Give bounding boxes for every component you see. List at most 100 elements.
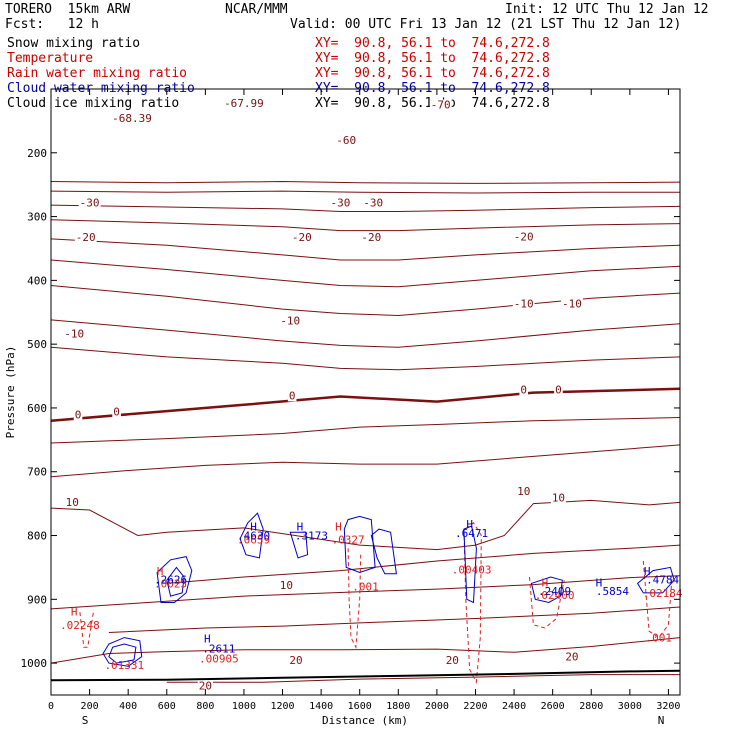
isotherm-label: -20 [514, 231, 534, 244]
organization: NCAR/MMM [225, 2, 288, 17]
label-mask [290, 232, 313, 244]
cloud-label: .2611 [202, 642, 235, 655]
maximum-marker: H [204, 633, 211, 646]
y-tick-label: 600 [27, 402, 47, 415]
isotherm-line [51, 444, 680, 478]
cloud-label: .2626 [154, 573, 187, 586]
cloud-contour [530, 576, 563, 604]
x-tick-label: 0 [48, 701, 54, 712]
isotherm-label: 20 [446, 654, 459, 667]
isotherm-label: -10 [514, 298, 534, 311]
x-tick-label: 800 [196, 701, 214, 712]
label-mask [554, 384, 563, 396]
label-mask [444, 655, 460, 667]
label-mask [223, 98, 265, 110]
x-tick-label: 2800 [579, 701, 603, 712]
model-name: TORERO 15km ARW [5, 2, 131, 17]
cloud-label: .3173 [295, 529, 328, 542]
maximum-marker: H [542, 577, 549, 590]
isotherm-label: -60 [336, 134, 356, 147]
y-tick-label: 700 [27, 466, 47, 479]
cloud-contour [166, 566, 185, 597]
cloud-contour [239, 512, 264, 559]
x-tick-label: 1600 [348, 701, 372, 712]
label-mask [63, 328, 86, 340]
isotherm-label: -10 [280, 315, 300, 328]
y-axis-label: Pressure (hPa) [4, 346, 17, 439]
contour-labels: -67.99 -68.39 -70 -60 -30 -30 -30 -20 -20 -20 -20 -… [60, 97, 683, 692]
isotherm-label: 10 [280, 579, 293, 592]
isotherm-line [51, 499, 680, 551]
maximum-marker: H [644, 565, 651, 578]
isotherm-label: 20 [289, 654, 302, 667]
label-mask [287, 390, 297, 402]
label-mask [519, 384, 529, 396]
isotherm-label: 0 [555, 384, 562, 397]
x-tick-label: 2200 [463, 701, 487, 712]
label-mask [360, 232, 383, 244]
rain-label: .01331 [104, 659, 144, 672]
legend-cloud-ice: Cloud ice mixing ratio [7, 96, 180, 111]
isotherm-line [51, 346, 680, 371]
label-mask [561, 298, 583, 310]
maximum-marker: H [466, 518, 473, 531]
rain-label: .001 [352, 581, 379, 594]
rain-contour [529, 576, 565, 629]
label-mask [564, 651, 580, 663]
label-mask [78, 197, 101, 209]
valid-time: Valid: 00 UTC Fri 13 Jan 12 (21 LST Thu … [290, 17, 682, 32]
label-mask [512, 298, 535, 310]
rain-label: .0025 [154, 577, 187, 590]
label-mask [288, 655, 304, 667]
label-mask [278, 579, 294, 591]
rain-contour [79, 612, 94, 648]
x-tick-label: 1400 [309, 701, 333, 712]
isotherm-line [51, 219, 680, 232]
isotherm-label: -20 [361, 231, 381, 244]
isotherm-line [51, 387, 680, 422]
terrain-line [50, 669, 681, 682]
label-mask [512, 231, 535, 243]
isotherm-label: -70 [431, 98, 451, 111]
maximum-marker: H [157, 565, 164, 578]
x-tick-label: 1200 [270, 701, 294, 712]
isotherm-label: -67.99 [224, 97, 264, 110]
init-time: Init: 12 UTC Thu 12 Jan 12 [505, 2, 709, 17]
cloud-label: .2409 [538, 585, 571, 598]
isotherm-label: 20 [199, 680, 212, 693]
rain-label: .02248 [60, 619, 100, 632]
x-tick-label: 400 [119, 701, 137, 712]
y-tick-label: 300 [27, 211, 47, 224]
y-tick-label: 500 [27, 338, 47, 351]
y-tick-label: 1000 [21, 657, 48, 670]
rain-label: .0659 [237, 533, 270, 546]
cloud-label: .6471 [455, 527, 488, 540]
isotherm-label: 0 [75, 409, 82, 422]
label-mask [73, 409, 83, 421]
label-mask [329, 197, 352, 209]
y-tick-label: 200 [27, 147, 47, 160]
isotherm-label: 0 [113, 405, 120, 418]
isotherm-label: -30 [330, 197, 350, 210]
x-tick-label: 1800 [386, 701, 410, 712]
temperature-isotherms [51, 180, 680, 683]
x-tick-label: 600 [158, 701, 176, 712]
label-mask [279, 315, 302, 327]
legend-temperature-xy: XY= 90.8, 56.1 to 74.6,272.8 [315, 51, 550, 66]
isotherm-line [166, 674, 680, 683]
legend-rain-xy: XY= 90.8, 56.1 to 74.6,272.8 [315, 66, 550, 81]
label-mask [429, 99, 452, 111]
isotherm-line [108, 606, 680, 633]
rain-label: .001 [646, 632, 673, 645]
x-tick-label: 200 [81, 701, 99, 712]
isotherm-label: 0 [520, 384, 527, 397]
x-tick-label: 2400 [502, 701, 526, 712]
isotherm-label: -20 [292, 231, 312, 244]
label-mask [74, 232, 97, 244]
isotherm-line [166, 544, 680, 584]
x-tick-label: 3000 [618, 701, 642, 712]
y-tick-label: 400 [27, 274, 47, 287]
label-mask [362, 197, 385, 209]
rain-label: .02184 [643, 587, 683, 600]
isotherm-line [51, 637, 680, 664]
